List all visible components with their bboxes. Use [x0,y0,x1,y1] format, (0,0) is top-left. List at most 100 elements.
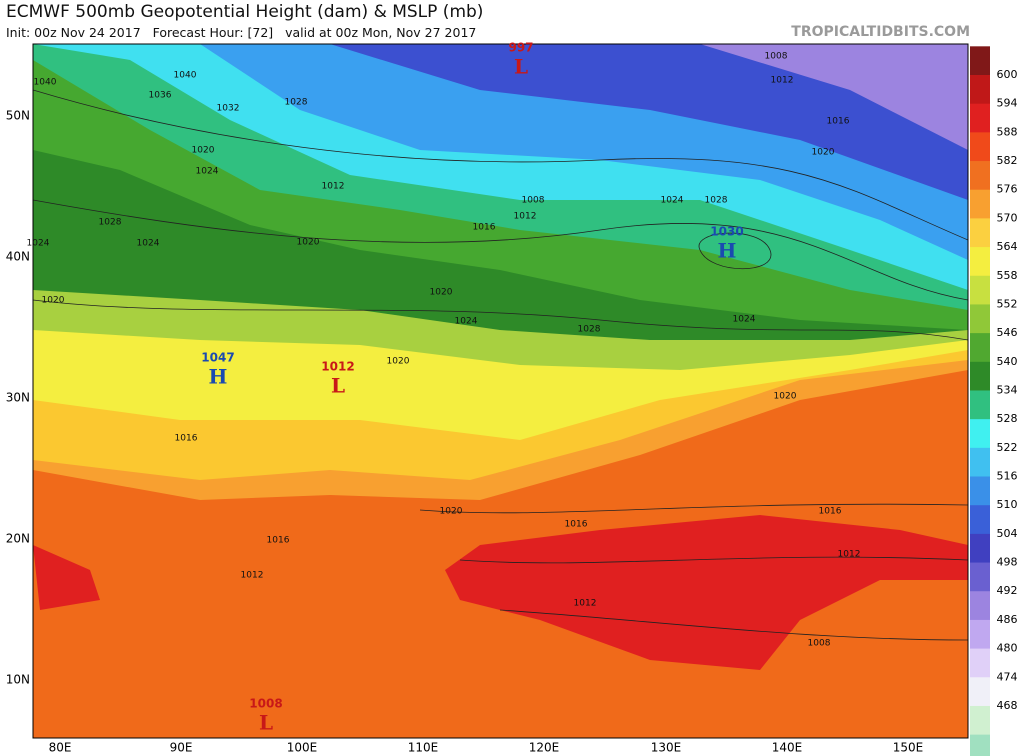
colorbar-label: 522 [997,441,1018,454]
isobar-label: 1024 [733,315,756,325]
colorbar-swatch [970,46,990,76]
isobar-label: 1008 [808,639,831,649]
colorbar-label: 552 [997,297,1018,310]
colorbar-swatch [970,476,990,506]
center-pressure: 997 [508,41,533,55]
colorbar-swatch [970,361,990,391]
colorbar-swatch [970,390,990,420]
colorbar-swatch [970,189,990,219]
center-symbol: H [718,239,737,263]
lon-label: 120E [529,741,560,755]
colorbar-swatch [970,75,990,105]
colorbar-label: 516 [997,470,1018,483]
isobar-label: 1016 [819,507,842,517]
watermark: TROPICALTIDBITS.COM [791,24,970,40]
isobar-label: 1008 [522,196,545,206]
center-pressure: 1008 [249,697,282,711]
colorbar-swatch [970,304,990,334]
colorbar-label: 528 [997,412,1018,425]
colorbar-swatch [970,447,990,478]
colorbar-label: 582 [997,154,1018,167]
isobar-label: 1016 [473,223,496,233]
colorbar-label: 468 [997,699,1018,712]
isobar-label: 1032 [217,104,240,114]
isobar-label: 1020 [812,148,835,158]
isobar-label: 1020 [387,357,410,367]
colorbar-swatch [970,619,990,650]
colorbar-swatch [970,275,990,305]
lon-label: 110E [408,741,439,755]
isobar-label: 1024 [196,167,219,177]
lon-label: 130E [651,741,682,755]
colorbar-swatch [970,705,990,736]
colorbar-label: 474 [997,670,1018,683]
colorbar-swatch [970,132,990,162]
center-symbol: H [209,365,228,389]
colorbar-swatch [970,591,990,621]
isobar-label: 1020 [42,296,65,306]
isobar-label: 1024 [137,239,160,249]
colorbar-label: 498 [997,556,1018,569]
center-pressure: 1012 [321,360,354,374]
colorbar-label: 492 [997,584,1018,597]
lon-label: 150E [893,741,924,755]
center-symbol: L [259,711,273,735]
colorbar-swatch [970,734,990,756]
lat-label: 20N [6,532,30,546]
colorbar-swatch [970,505,990,535]
title: ECMWF 500mb Geopotential Height (dam) & … [6,2,484,22]
colorbar-swatch [970,419,990,449]
isobar-label: 1028 [705,196,728,206]
colorbar-swatch [970,677,990,707]
colorbar-label: 534 [997,383,1018,396]
isobar-label: 1024 [27,239,50,249]
isobar-label: 1016 [175,434,198,444]
isobar-label: 1024 [661,196,684,206]
isobar-label: 1012 [838,550,861,560]
subtitle: Init: 00z Nov 24 2017 Forecast Hour: [72… [6,25,477,40]
colorbar-swatch [970,161,990,191]
isobar-label: 1020 [774,392,797,402]
colorbar-label: 564 [997,240,1018,253]
colorbar-swatch [970,333,990,363]
colorbar-label: 558 [997,269,1018,282]
lon-label: 90E [170,741,193,755]
colorbar-label: 486 [997,613,1018,626]
height-field [33,44,968,738]
colorbar-label: 570 [997,211,1018,224]
isobar-label: 1024 [455,317,478,327]
isobar-label: 1028 [578,325,601,335]
colorbar-label: 588 [997,125,1018,138]
colorbar-label: 540 [997,355,1018,368]
lat-label: 40N [6,250,30,264]
colorbar-swatch [970,247,990,277]
colorbar-swatch [970,562,990,592]
isobar-label: 1008 [765,52,788,62]
colorbar-label: 594 [997,97,1018,110]
colorbar-label: 504 [997,527,1018,540]
colorbar-swatch [970,648,990,678]
colorbar-swatch [970,103,990,133]
isobar-label: 1012 [514,212,537,222]
isobar-label: 1016 [827,117,850,127]
isobar-label: 1016 [565,520,588,530]
isobar-label: 1040 [34,78,57,88]
colorbar-swatch [970,533,990,564]
lat-label: 30N [6,391,30,405]
isobar-label: 1040 [174,71,197,81]
colorbar-label: 480 [997,642,1018,655]
isobar-label: 1020 [297,238,320,248]
isobar-label: 1020 [440,507,463,517]
center-pressure: 1047 [201,351,234,365]
center-pressure: 1030 [710,225,743,239]
colorbar-label: 510 [997,498,1018,511]
colorbar-label: 546 [997,326,1018,339]
lat-label: 10N [6,673,30,687]
center-symbol: L [331,374,345,398]
isobar-label: 1028 [99,218,122,228]
isobar-label: 1028 [285,98,308,108]
isobar-label: 1012 [771,76,794,86]
center-symbol: L [514,55,528,79]
